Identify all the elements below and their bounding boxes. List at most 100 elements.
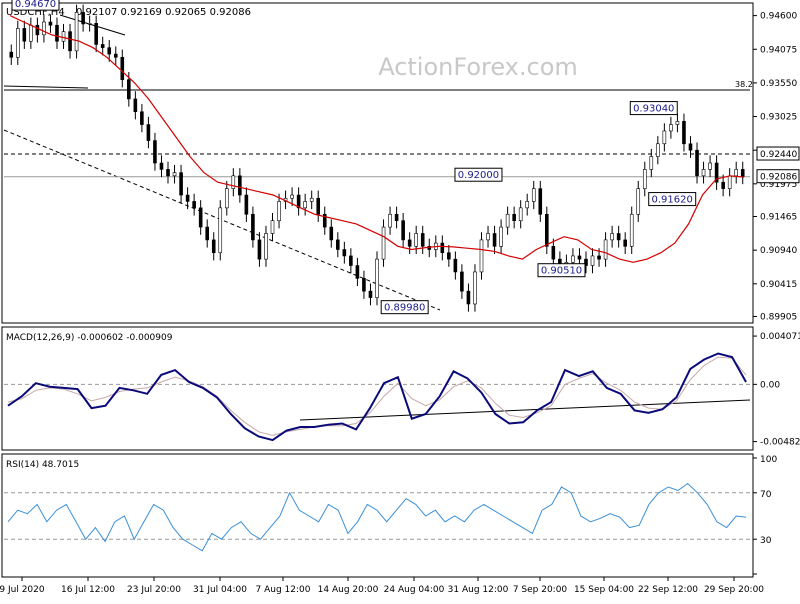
candle-body <box>623 239 627 247</box>
axis-layer: 0.946000.940750.935500.930250.925000.919… <box>0 12 800 595</box>
candle-body <box>322 213 327 228</box>
candle-body <box>211 239 216 254</box>
candle-body <box>192 201 196 209</box>
candle-body <box>205 226 209 241</box>
candle-body <box>656 143 660 157</box>
candle-body <box>127 79 131 100</box>
candle-body <box>68 31 72 52</box>
candle-body <box>48 21 53 26</box>
rsi-y-tick-label: 100 <box>760 455 777 465</box>
candle-body <box>538 188 543 215</box>
candle-body <box>505 213 510 228</box>
macd-trendline <box>299 399 751 421</box>
macd-title: MACD(12,26,9) -0.000602 -0.000909 <box>6 333 173 343</box>
rsi-title: RSI(14) 48.7015 <box>6 460 79 470</box>
macd-line <box>7 352 747 442</box>
support-line <box>3 85 89 89</box>
price-y-tick-label: 0.94075 <box>760 45 797 55</box>
price-y-tick-label: 0.89905 <box>760 312 797 322</box>
x-tick-label: 22 Sep 12:00 <box>638 585 698 595</box>
price-y-tick-label: 0.91975 <box>760 180 797 190</box>
candle-body <box>662 130 667 145</box>
candle-body <box>584 258 588 266</box>
candle-body <box>303 201 307 209</box>
candle-body <box>447 252 451 260</box>
candle-body <box>499 226 503 247</box>
candle-body <box>545 213 549 247</box>
rsi-panel-frame <box>1 453 754 578</box>
candle-body <box>407 239 412 247</box>
candle-body <box>531 188 536 202</box>
x-tick-label: 7 Sep 20:00 <box>513 585 568 595</box>
candle-body <box>309 197 314 202</box>
x-tick-label: 31 Aug 12:00 <box>448 585 509 595</box>
price-annotation-box <box>454 167 503 182</box>
falling-trendline <box>3 129 441 311</box>
price-y-tick-label: 0.94600 <box>760 12 797 22</box>
candle-body <box>179 172 183 196</box>
price-panel-frame <box>1 2 754 324</box>
price-annotation-label: 0.92000 <box>458 170 499 181</box>
candle-body <box>257 239 262 260</box>
macd-y-tick-label: -0.004829 <box>760 438 800 448</box>
candle-body <box>701 169 706 177</box>
candle-body <box>81 12 85 25</box>
candle-body <box>649 156 654 170</box>
candle-body <box>636 188 641 215</box>
candle-body <box>571 255 575 263</box>
candle-body <box>218 207 223 254</box>
candle-body <box>420 233 425 247</box>
price-y-tick-label: 0.91465 <box>760 213 797 223</box>
candle-body <box>525 201 530 209</box>
price-layer: 38.2 0.94670 0.89980 0.92000 0.90510 0.93040 0… <box>3 0 753 315</box>
candle-body <box>231 175 236 189</box>
candle-body <box>55 24 59 42</box>
candle-body <box>479 239 484 273</box>
resistance-trendline <box>59 14 126 36</box>
candle-body <box>42 21 46 36</box>
price-annotation-label: 0.94670 <box>15 0 56 10</box>
candle-body <box>453 258 458 273</box>
price-annotation-box <box>380 300 429 315</box>
candle-body <box>512 213 516 221</box>
candle-body <box>603 239 608 260</box>
ohlc-readout: 0.92107 0.92169 0.92065 0.92086 <box>76 7 251 18</box>
candle-body <box>721 181 725 189</box>
candle-body <box>251 213 255 241</box>
candle-body <box>336 239 340 250</box>
candle-body <box>244 194 249 215</box>
candle-body <box>414 233 418 247</box>
candle-body <box>113 53 118 58</box>
x-tick-label: 9 Jul 2020 <box>0 585 45 595</box>
candle-body <box>669 124 673 132</box>
candle-body <box>349 255 353 266</box>
symbol-label: USDCHF,H4 <box>6 7 65 18</box>
watermark: ActionForex.com <box>378 53 578 81</box>
candle-body <box>727 175 732 189</box>
candle-body <box>94 23 98 45</box>
candle-body <box>224 188 229 209</box>
candle-body <box>714 162 719 183</box>
price-annotation-label: 0.89980 <box>384 303 425 314</box>
rsi-line <box>7 482 747 552</box>
macd-layer <box>4 352 751 442</box>
candle-body <box>381 226 386 260</box>
candle-body <box>642 169 647 189</box>
rsi-y-tick-label: 70 <box>760 490 772 500</box>
price-annotation-box <box>11 0 60 11</box>
macd-y-tick-label: 0.00 <box>760 380 780 390</box>
price-y-tick-label: 0.90940 <box>760 246 797 256</box>
candle-body <box>629 213 634 247</box>
candle-body <box>740 169 745 177</box>
candle-body <box>264 233 268 260</box>
candle-body <box>342 249 347 257</box>
candle-body <box>270 220 275 234</box>
candle-body <box>316 197 321 215</box>
x-tick-label: 23 Jul 20:00 <box>127 585 181 595</box>
candle-body <box>394 213 399 221</box>
price-annotation-label: 0.93040 <box>633 104 674 115</box>
candle-body <box>355 265 360 279</box>
price-annotation-box <box>629 101 678 116</box>
x-tick-label: 31 Jul 04:00 <box>193 585 247 595</box>
